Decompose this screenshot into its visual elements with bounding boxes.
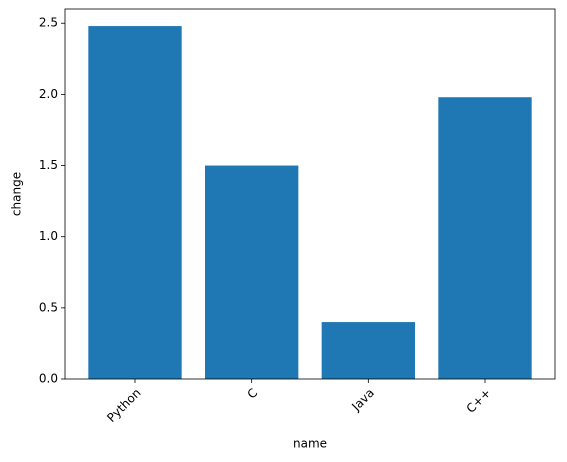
bar	[321, 322, 415, 379]
x-tick-label: C++	[464, 386, 494, 416]
x-tick-label: Java	[348, 386, 377, 415]
y-tick-label: 2.5	[39, 16, 58, 30]
bar	[205, 165, 299, 379]
y-axis-label: change	[10, 172, 24, 216]
y-tick-label: 0.5	[39, 300, 58, 314]
plot-frame	[64, 8, 556, 380]
bar	[438, 97, 532, 379]
x-tick-label: C	[244, 386, 260, 402]
x-axis-label: name	[293, 437, 327, 451]
x-tick-label: Python	[104, 386, 143, 425]
y-tick-label: 1.0	[39, 229, 58, 243]
y-tick-label: 0.0	[39, 372, 58, 386]
y-tick-label: 1.5	[39, 158, 58, 172]
y-tick-label: 2.0	[39, 87, 58, 101]
bar	[88, 26, 182, 379]
